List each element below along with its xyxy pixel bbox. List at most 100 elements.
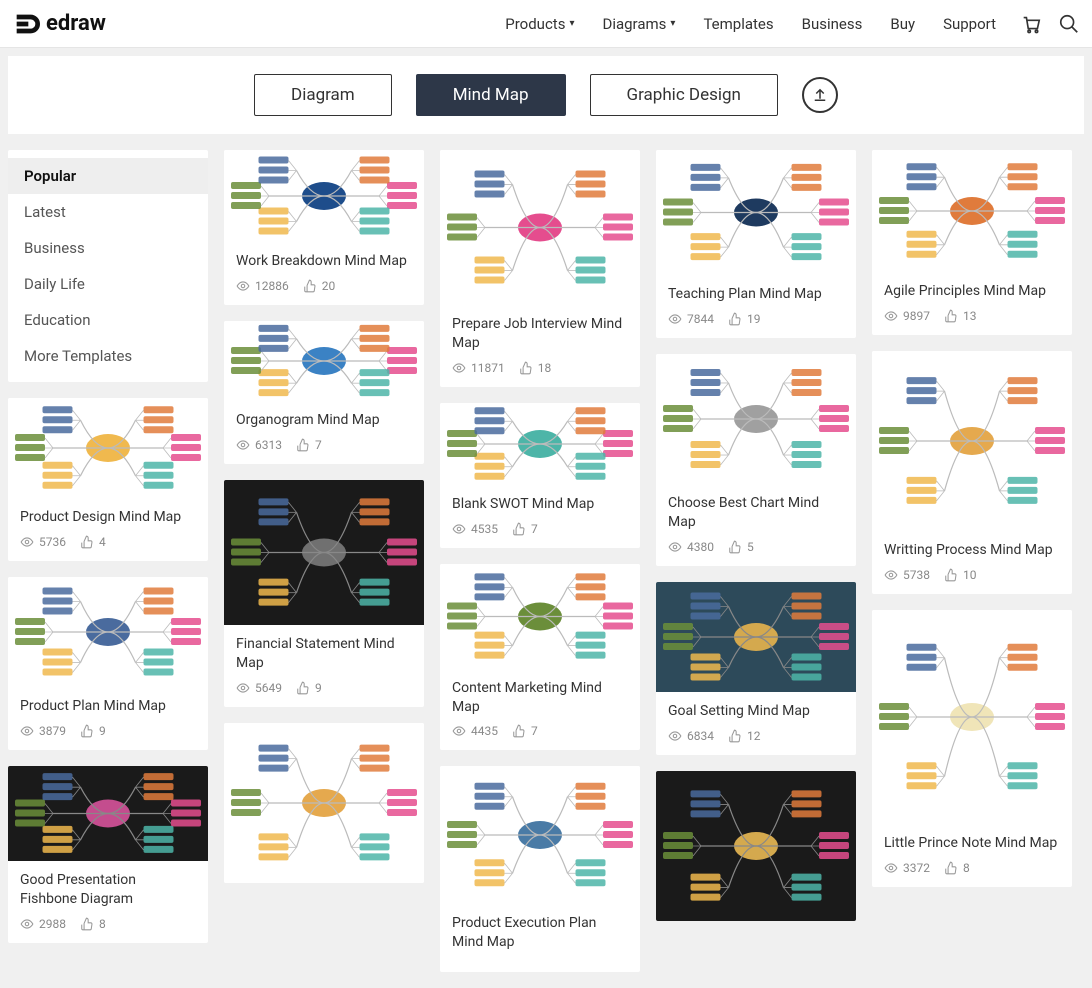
card-meta: 5736 4	[20, 535, 196, 549]
template-card[interactable]: Work Breakdown Mind Map 12886 20	[224, 150, 424, 305]
likes: 19	[728, 312, 761, 326]
template-card[interactable]: Product Design Mind Map 5736 4	[8, 398, 208, 561]
chevron-down-icon: ▾	[569, 18, 574, 29]
template-card[interactable]: Product Execution Plan Mind Map	[440, 766, 640, 972]
likes: 13	[944, 309, 977, 323]
views: 9897	[884, 309, 930, 323]
search-icon[interactable]	[1058, 13, 1080, 35]
likes: 5	[728, 540, 754, 554]
category-tabs: Diagram Mind Map Graphic Design	[8, 56, 1084, 134]
tab-diagram[interactable]: Diagram	[254, 74, 392, 116]
sidebar-item-daily-life[interactable]: Daily Life	[8, 266, 208, 302]
template-card[interactable]: Little Prince Note Mind Map 3372 8	[872, 610, 1072, 887]
views: 4435	[452, 724, 498, 738]
likes: 4	[80, 535, 106, 549]
template-card[interactable]: Financial Statement Mind Map 5649 9	[224, 480, 424, 707]
sidebar-item-business[interactable]: Business	[8, 230, 208, 266]
views: 6834	[668, 729, 714, 743]
upload-button[interactable]	[802, 77, 838, 113]
card-title: Work Breakdown Mind Map	[236, 252, 412, 271]
views: 5649	[236, 681, 282, 695]
likes: 7	[296, 438, 322, 452]
card-meta: 11871 18	[452, 361, 628, 375]
card-meta: 6313 7	[236, 438, 412, 452]
card-title: Good Presentation Fishbone Diagram	[20, 871, 196, 909]
template-card[interactable]: Blank SWOT Mind Map 4535 7	[440, 403, 640, 548]
card-title: Prepare Job Interview Mind Map	[452, 315, 628, 353]
header: edraw Products ▾ Diagrams ▾ Templates Busi…	[0, 0, 1092, 48]
template-card[interactable]: Writting Process Mind Map 5738 10	[872, 351, 1072, 594]
tab-mindmap[interactable]: Mind Map	[416, 74, 566, 116]
card-meta: 5649 9	[236, 681, 412, 695]
template-card[interactable]	[656, 771, 856, 921]
sidebar-item-education[interactable]: Education	[8, 302, 208, 338]
card-title: Agile Principles Mind Map	[884, 282, 1060, 301]
cart-icon[interactable]	[1020, 13, 1042, 35]
sidebar-item-popular[interactable]: Popular	[8, 158, 208, 194]
likes: 9	[296, 681, 322, 695]
template-card[interactable]	[224, 723, 424, 883]
template-card[interactable]: Organogram Mind Map 6313 7	[224, 321, 424, 464]
card-meta: 6834 12	[668, 729, 844, 743]
card-meta: 4380 5	[668, 540, 844, 554]
views: 5736	[20, 535, 66, 549]
views: 4535	[452, 522, 498, 536]
views: 11871	[452, 361, 505, 375]
card-meta: 3372 8	[884, 861, 1060, 875]
card-meta: 2988 8	[20, 917, 196, 931]
likes: 18	[519, 361, 552, 375]
card-title: Product Plan Mind Map	[20, 697, 196, 716]
card-title: Choose Best Chart Mind Map	[668, 494, 844, 532]
card-title: Financial Statement Mind Map	[236, 635, 412, 673]
card-title: Goal Setting Mind Map	[668, 702, 844, 721]
logo[interactable]: edraw	[12, 10, 106, 38]
template-card[interactable]: Teaching Plan Mind Map 7844 19	[656, 150, 856, 338]
card-meta: 4435 7	[452, 724, 628, 738]
likes: 9	[80, 724, 106, 738]
template-grid: Work Breakdown Mind Map 12886 20 Organog…	[224, 150, 1072, 972]
views: 6313	[236, 438, 282, 452]
nav-diagrams[interactable]: Diagrams ▾	[602, 15, 675, 33]
nav-products[interactable]: Products ▾	[505, 15, 574, 33]
views: 4380	[668, 540, 714, 554]
sidebar-item-latest[interactable]: Latest	[8, 194, 208, 230]
template-card[interactable]: Choose Best Chart Mind Map 4380 5	[656, 354, 856, 566]
views: 7844	[668, 312, 714, 326]
header-actions	[1020, 13, 1080, 35]
nav-buy[interactable]: Buy	[890, 15, 915, 33]
template-card[interactable]: Agile Principles Mind Map 9897 13	[872, 150, 1072, 335]
card-title: Product Execution Plan Mind Map	[452, 914, 628, 952]
nav-diagrams-label: Diagrams	[602, 15, 666, 33]
nav-templates[interactable]: Templates	[703, 15, 773, 33]
sidebar: Popular Latest Business Daily Life Educa…	[8, 150, 208, 382]
likes: 10	[944, 568, 977, 582]
nav-business[interactable]: Business	[802, 15, 863, 33]
brand-text: edraw	[46, 11, 106, 36]
chevron-down-icon: ▾	[670, 18, 675, 29]
template-card[interactable]: Content Marketing Mind Map 4435 7	[440, 564, 640, 751]
card-title: Organogram Mind Map	[236, 411, 412, 430]
views: 3372	[884, 861, 930, 875]
tab-graphic-design[interactable]: Graphic Design	[590, 74, 778, 116]
card-meta: 5738 10	[884, 568, 1060, 582]
template-card[interactable]: Goal Setting Mind Map 6834 12	[656, 582, 856, 755]
likes: 8	[944, 861, 970, 875]
card-title: Teaching Plan Mind Map	[668, 285, 844, 304]
card-title: Blank SWOT Mind Map	[452, 495, 628, 514]
card-title: Product Design Mind Map	[20, 508, 196, 527]
main-nav: Products ▾ Diagrams ▾ Templates Business B…	[505, 15, 996, 33]
nav-products-label: Products	[505, 15, 565, 33]
template-card[interactable]: Good Presentation Fishbone Diagram 2988 …	[8, 766, 208, 943]
likes: 7	[512, 724, 538, 738]
main-content: Popular Latest Business Daily Life Educa…	[0, 134, 1092, 988]
card-meta: 12886 20	[236, 279, 412, 293]
views: 12886	[236, 279, 289, 293]
views: 3879	[20, 724, 66, 738]
template-card[interactable]: Product Plan Mind Map 3879 9	[8, 577, 208, 750]
card-meta: 3879 9	[20, 724, 196, 738]
sidebar-item-more[interactable]: More Templates	[8, 338, 208, 374]
nav-support[interactable]: Support	[943, 15, 996, 33]
card-title: Content Marketing Mind Map	[452, 679, 628, 717]
likes: 12	[728, 729, 761, 743]
template-card[interactable]: Prepare Job Interview Mind Map 11871 18	[440, 150, 640, 387]
